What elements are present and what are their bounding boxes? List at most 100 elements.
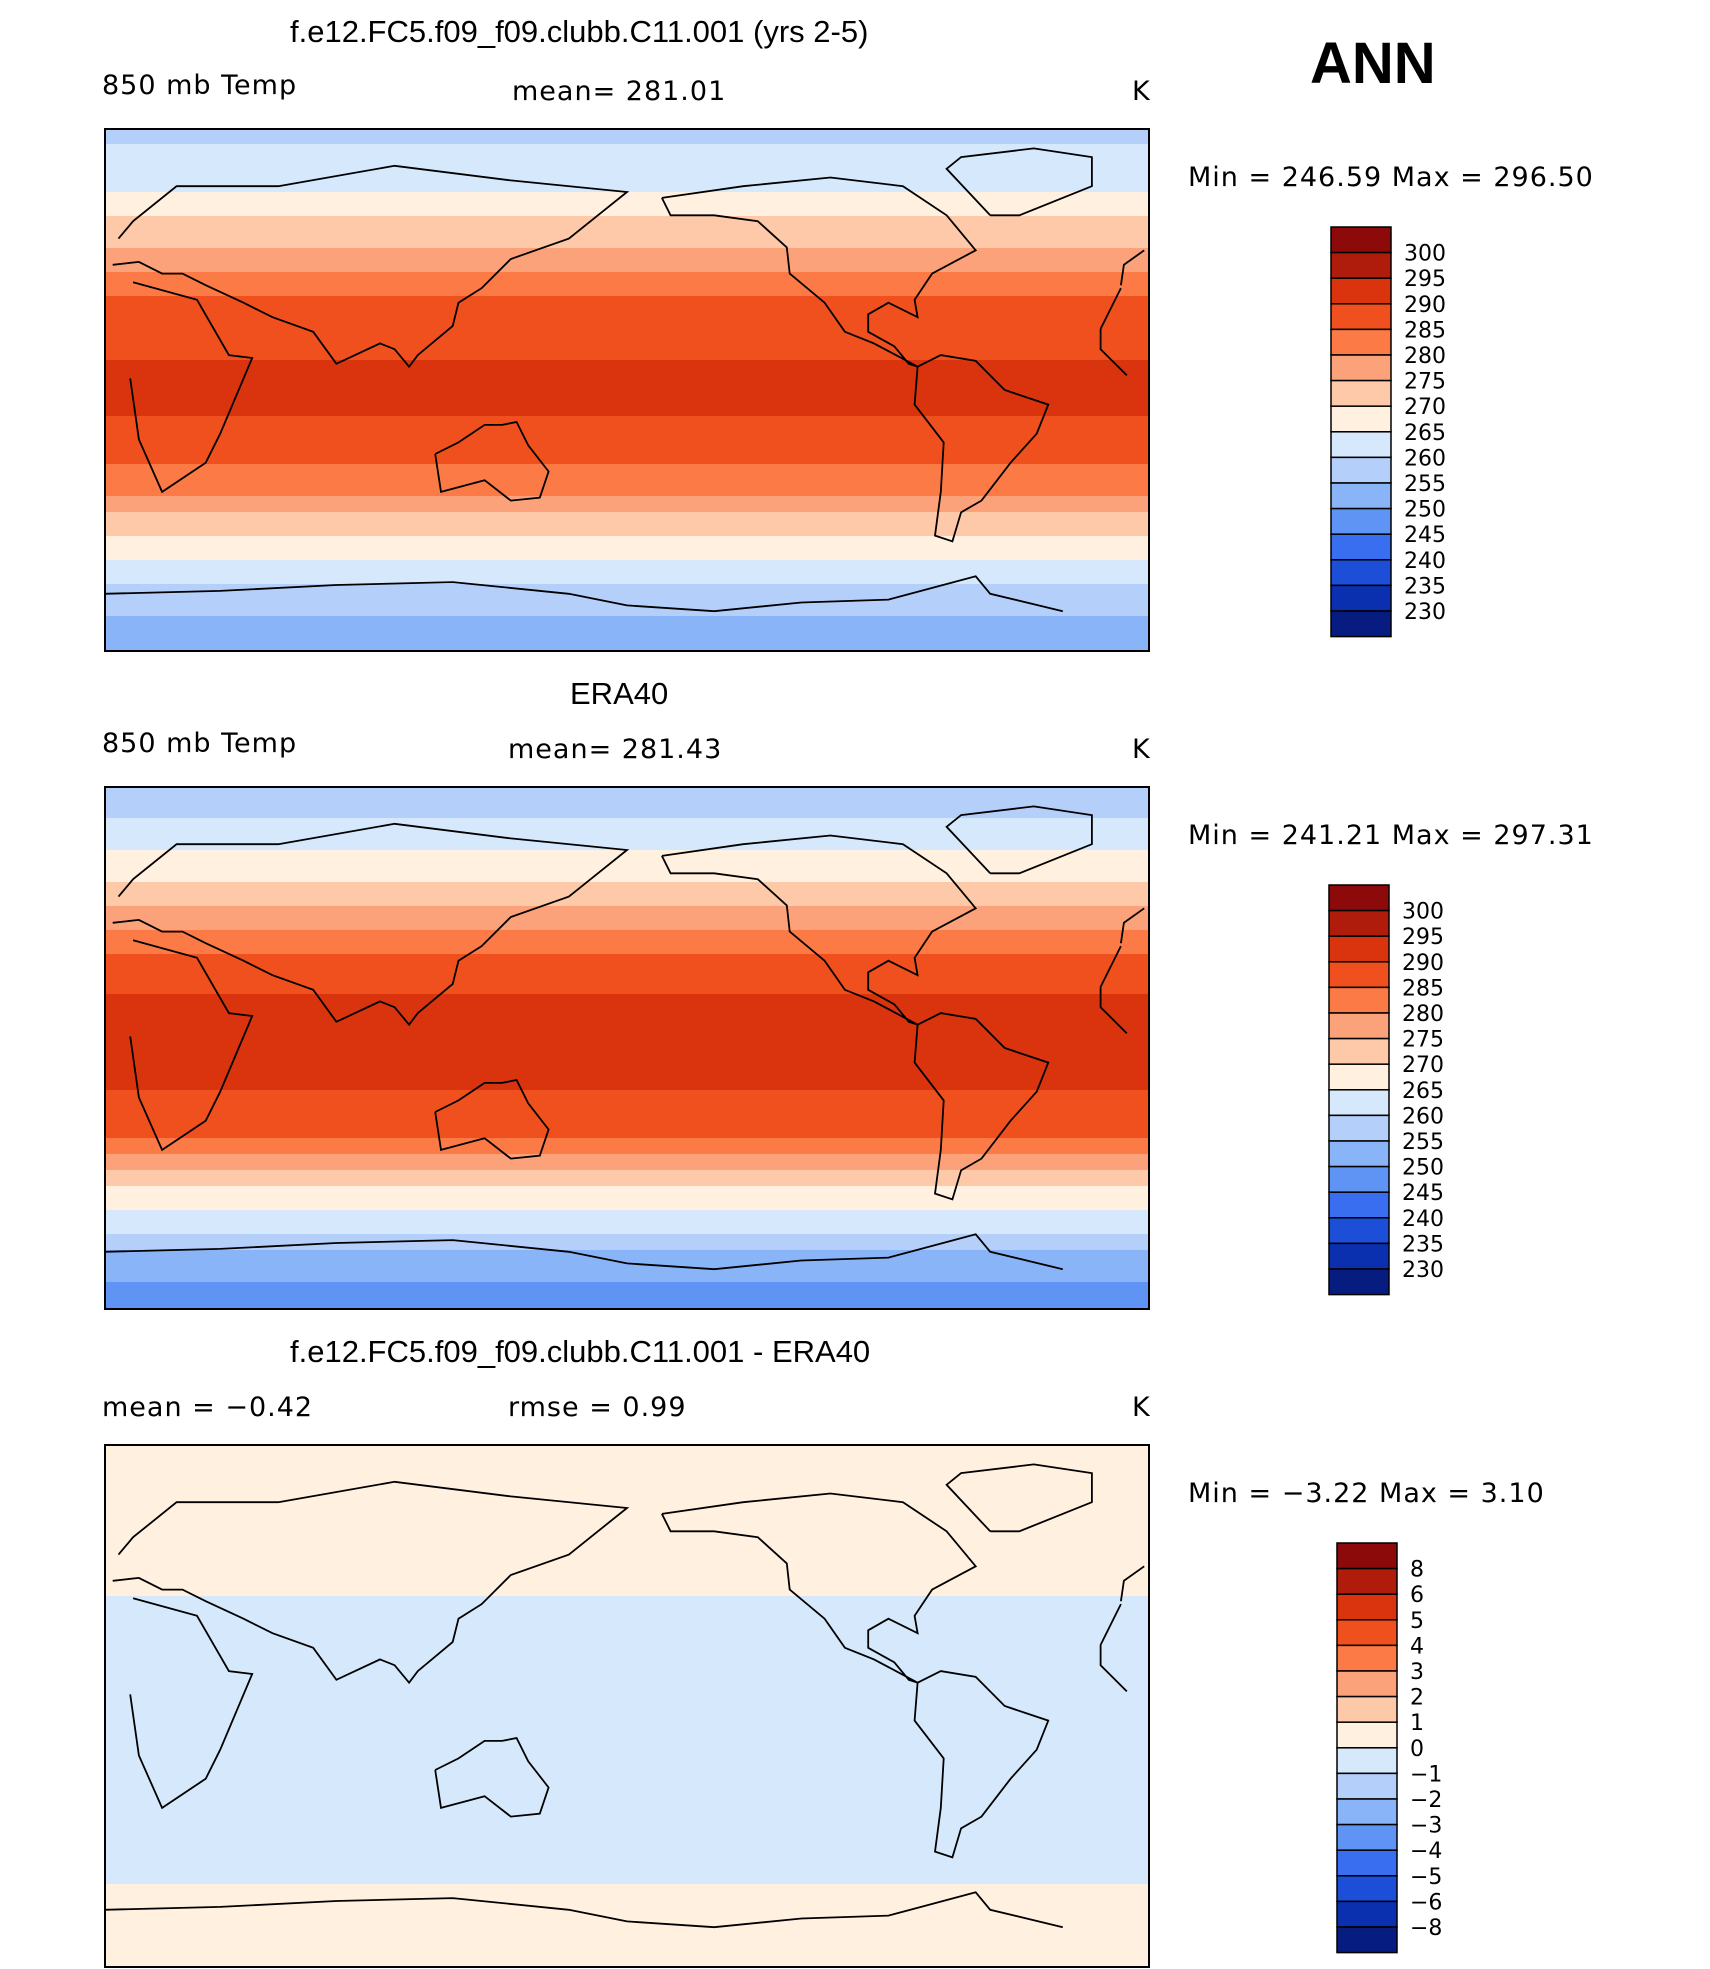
- colorbar-tick-label: 255: [1404, 472, 1446, 497]
- map-band: [104, 1820, 1150, 1829]
- panel-mean-model: mean= 281.01: [512, 76, 727, 107]
- map-band: [104, 1628, 1150, 1637]
- colorbar-tick-label: −1: [1410, 1762, 1442, 1787]
- map-band: [104, 858, 1150, 867]
- map-band: [104, 1828, 1150, 1837]
- map-band: [104, 216, 1150, 225]
- map-band: [104, 1788, 1150, 1797]
- map-band: [104, 930, 1150, 939]
- map-band: [104, 1114, 1150, 1123]
- map-band: [104, 1732, 1150, 1741]
- coastline: [104, 1233, 1064, 1271]
- map-band: [104, 1058, 1150, 1067]
- map-border: [104, 786, 1150, 1310]
- map-band: [104, 288, 1150, 297]
- map-band: [104, 1042, 1150, 1051]
- map-band: [104, 1796, 1150, 1805]
- map-band: [104, 1636, 1150, 1645]
- map-band: [104, 1106, 1150, 1115]
- map-band: [104, 264, 1150, 273]
- map-band: [104, 552, 1150, 561]
- map-band: [104, 1154, 1150, 1163]
- map-band: [104, 810, 1150, 819]
- colorbar-model: 3002952902852802752702652602552502452402…: [1330, 226, 1446, 638]
- coastline: [112, 164, 1145, 369]
- season-label: ANN: [1310, 31, 1436, 96]
- map-band: [104, 280, 1150, 289]
- colorbar-swatch: [1330, 559, 1392, 587]
- colorbar-swatch: [1330, 482, 1392, 510]
- map-band: [104, 536, 1150, 545]
- map-band: [104, 1596, 1150, 1605]
- colorbar-tick-label: 290: [1404, 293, 1446, 318]
- map-band: [104, 1876, 1150, 1885]
- map-band: [104, 1050, 1150, 1059]
- minmax-diff: Min = −3.22 Max = 3.10: [1188, 1478, 1545, 1509]
- map-band: [104, 1540, 1150, 1549]
- map-band: [104, 1908, 1150, 1917]
- map-band: [104, 176, 1150, 185]
- map-band: [104, 208, 1150, 217]
- map-band: [104, 272, 1150, 281]
- map-band: [104, 1676, 1150, 1685]
- map-band: [104, 1772, 1150, 1781]
- map-band: [104, 1492, 1150, 1501]
- colorbar-obs: 3002952902852802752702652602552502452402…: [1328, 884, 1444, 1296]
- map-band: [104, 1508, 1150, 1517]
- colorbar-tick-label: 295: [1402, 925, 1444, 950]
- map-band: [104, 1924, 1150, 1933]
- colorbar-swatch: [1330, 405, 1392, 433]
- map-band: [104, 592, 1150, 601]
- colorbar-tick-label: 235: [1404, 574, 1446, 599]
- map-band: [104, 1748, 1150, 1757]
- panel-units-model: K: [1132, 76, 1151, 107]
- map-band: [104, 184, 1150, 193]
- colorbar-tick-label: 260: [1402, 1104, 1444, 1129]
- map-band: [104, 1716, 1150, 1725]
- panel-units-diff: K: [1132, 1392, 1151, 1423]
- map-band: [104, 336, 1150, 345]
- map-band: [104, 136, 1150, 145]
- panel-title-model: f.e12.FC5.f09_f09.clubb.C11.001 (yrs 2-5…: [290, 14, 869, 49]
- colorbar-swatch: [1336, 1926, 1398, 1954]
- colorbar-tick-label: 265: [1404, 421, 1446, 446]
- map-band: [104, 1146, 1150, 1155]
- colorbar-tick-label: 0: [1410, 1737, 1424, 1762]
- colorbar-swatch: [1336, 1849, 1398, 1877]
- colorbar-swatch: [1328, 986, 1390, 1014]
- coastline: [913, 1012, 1050, 1201]
- map-band: [104, 256, 1150, 265]
- colorbar-swatch: [1328, 1242, 1390, 1270]
- colorbar-tick-label: 240: [1404, 549, 1446, 574]
- map-band: [104, 1692, 1150, 1701]
- map-band: [104, 432, 1150, 441]
- map-band: [104, 1756, 1150, 1765]
- map-band: [104, 400, 1150, 409]
- colorbar-tick-label: 250: [1404, 498, 1446, 523]
- map-band: [104, 1162, 1150, 1171]
- map-band: [104, 1290, 1150, 1299]
- map-band: [104, 1604, 1150, 1613]
- map-band: [104, 376, 1150, 385]
- map-band: [104, 1452, 1150, 1461]
- colorbar-tick-label: 8: [1410, 1558, 1424, 1583]
- colorbar-tick-label: 1: [1410, 1711, 1424, 1736]
- map-band: [104, 224, 1150, 233]
- map-band: [104, 1122, 1150, 1131]
- colorbar-tick-label: 230: [1402, 1258, 1444, 1283]
- colorbar-swatch: [1336, 1567, 1398, 1595]
- map-band: [104, 1572, 1150, 1581]
- colorbar-tick-label: 270: [1404, 395, 1446, 420]
- map-band: [104, 168, 1150, 177]
- map-band: [104, 1884, 1150, 1893]
- colorbar-tick-label: 3: [1410, 1660, 1424, 1685]
- colorbar-swatch: [1336, 1619, 1398, 1647]
- coastline: [112, 1480, 1145, 1685]
- map-band: [104, 456, 1150, 465]
- map-band: [104, 1700, 1150, 1709]
- map-band: [104, 786, 1150, 795]
- map-band: [104, 1460, 1150, 1469]
- colorbar-swatch: [1330, 328, 1392, 356]
- colorbar-swatch: [1328, 884, 1390, 912]
- colorbar-tick-label: 5: [1410, 1609, 1424, 1634]
